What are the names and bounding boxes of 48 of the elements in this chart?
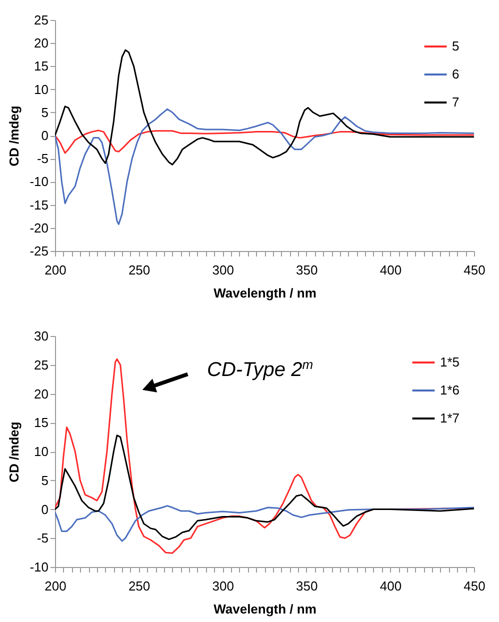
y-tick-label: 10 — [34, 82, 48, 97]
x-tick-label: 250 — [128, 578, 150, 594]
y-tick-label: 0 — [41, 128, 48, 143]
x-tick-label: 400 — [380, 578, 402, 594]
y-tick-label: -25 — [30, 244, 48, 258]
x-tick-label: 300 — [212, 578, 234, 594]
annotation: CD-Type 2$^{m}$ — [207, 356, 314, 381]
line-series — [55, 108, 474, 225]
y-tick-label: 20 — [34, 386, 48, 402]
y-tick-label: -15 — [30, 197, 48, 212]
y-tick-label: -10 — [30, 560, 48, 574]
legend-label: 1*6 — [440, 382, 460, 398]
line-series — [55, 130, 474, 154]
x-axis-title: Wavelength / nm — [214, 286, 316, 300]
y-axis-title: CD /mdeg — [6, 422, 22, 482]
x-tick-label: 200 — [44, 578, 66, 594]
legend-label: 5 — [452, 38, 460, 54]
y-tick-label: 5 — [41, 104, 48, 120]
y-tick-label: -20 — [30, 220, 48, 236]
x-axis-title: Wavelength / nm — [214, 602, 316, 616]
x-tick-label: 450 — [464, 578, 486, 594]
y-tick-label: 5 — [41, 472, 48, 488]
legend-label: 1*5 — [440, 354, 460, 370]
line-series — [55, 49, 474, 166]
x-tick-label: 350 — [296, 578, 318, 594]
y-tick-label: 20 — [34, 36, 48, 51]
y-tick-label: -5 — [36, 530, 48, 546]
x-tick-label: 200 — [44, 262, 66, 278]
legend-label: 7 — [452, 94, 460, 110]
line-series — [55, 434, 474, 540]
y-tick-label: 25 — [34, 357, 48, 372]
y-tick-label: 15 — [34, 415, 48, 430]
y-tick-label: 25 — [34, 12, 48, 28]
y-tick-label: 0 — [41, 502, 48, 517]
x-tick-label: 250 — [128, 262, 150, 278]
y-tick-label: 15 — [34, 58, 48, 74]
x-tick-label: 300 — [212, 262, 234, 278]
legend-label: 1*7 — [440, 410, 460, 426]
y-tick-label: -5 — [36, 151, 48, 166]
y-tick-label: 10 — [34, 444, 48, 459]
legend-label: 6 — [452, 66, 460, 82]
y-tick-label: 30 — [34, 328, 48, 344]
y-axis-title: CD /mdeg — [6, 106, 22, 166]
x-tick-label: 400 — [380, 262, 402, 278]
line-series — [55, 505, 474, 542]
y-tick-label: -10 — [30, 174, 48, 190]
x-tick-label: 450 — [464, 262, 486, 278]
x-tick-label: 350 — [296, 262, 318, 278]
